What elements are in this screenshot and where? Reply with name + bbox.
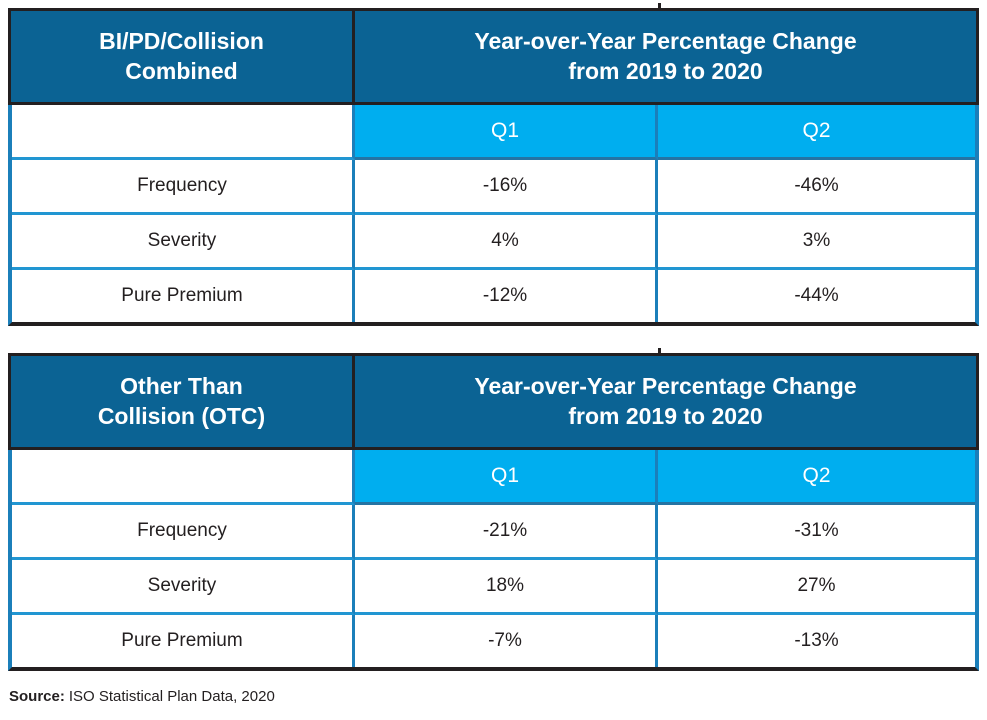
table-header-line2: from 2019 to 2020 (568, 402, 763, 429)
value-q2: -31% (658, 505, 975, 560)
column-header-q2: Q2 (658, 105, 975, 160)
subheader-empty-cell (12, 105, 355, 160)
row-label: Severity (12, 560, 355, 615)
table-body: Q1 Q2 Frequency -16% -46% Severity 4% 3%… (8, 105, 979, 326)
row-label: Severity (12, 215, 355, 270)
table-title: Other Than Collision (OTC) (11, 356, 355, 447)
table-header-line1: Year-over-Year Percentage Change (474, 373, 857, 400)
value-q2: -46% (658, 160, 975, 215)
table-bipd-collision-combined: BI/PD/Collision Combined Year-over-Year … (8, 3, 979, 326)
table-title-line2: Combined (125, 57, 238, 84)
row-label: Pure Premium (12, 615, 355, 667)
table-header: Year-over-Year Percentage Change from 20… (355, 11, 976, 102)
table-other-than-collision: Other Than Collision (OTC) Year-over-Yea… (8, 348, 979, 671)
table-row: Pure Premium -12% -44% (12, 270, 975, 322)
table-title-line2: Collision (OTC) (97, 402, 266, 429)
table-row: Frequency -16% -46% (12, 160, 975, 215)
column-header-q1: Q1 (355, 450, 658, 505)
table-title-line1: BI/PD/Collision (99, 28, 264, 55)
subheader-row: Q1 Q2 (12, 450, 975, 505)
table-header: Year-over-Year Percentage Change from 20… (355, 356, 976, 447)
value-q1: -21% (355, 505, 658, 560)
source-line: Source: ISO Statistical Plan Data, 2020 (8, 688, 979, 705)
row-label: Pure Premium (12, 270, 355, 322)
source-text: ISO Statistical Plan Data, 2020 (68, 688, 275, 705)
column-header-q2: Q2 (658, 450, 975, 505)
table-header-row: BI/PD/Collision Combined Year-over-Year … (8, 8, 979, 105)
column-divider-tick (658, 3, 661, 9)
table-title: BI/PD/Collision Combined (11, 11, 355, 102)
value-q1: 18% (355, 560, 658, 615)
value-q1: -16% (355, 160, 658, 215)
table-row: Severity 18% 27% (12, 560, 975, 615)
source-label: Source: (9, 688, 65, 705)
table-row: Pure Premium -7% -13% (12, 615, 975, 667)
column-divider-tick (658, 348, 661, 354)
row-label: Frequency (12, 160, 355, 215)
value-q2: 3% (658, 215, 975, 270)
column-header-q1: Q1 (355, 105, 658, 160)
value-q1: 4% (355, 215, 658, 270)
subheader-row: Q1 Q2 (12, 105, 975, 160)
value-q2: -44% (658, 270, 975, 322)
value-q2: -13% (658, 615, 975, 667)
subheader-empty-cell (12, 450, 355, 505)
table-title-line1: Other Than (120, 373, 243, 400)
value-q1: -7% (355, 615, 658, 667)
table-header-line1: Year-over-Year Percentage Change (474, 28, 857, 55)
value-q2: 27% (658, 560, 975, 615)
table-row: Severity 4% 3% (12, 215, 975, 270)
table-body: Q1 Q2 Frequency -21% -31% Severity 18% 2… (8, 450, 979, 671)
table-row: Frequency -21% -31% (12, 505, 975, 560)
value-q1: -12% (355, 270, 658, 322)
row-label: Frequency (12, 505, 355, 560)
table-header-row: Other Than Collision (OTC) Year-over-Yea… (8, 353, 979, 450)
table-header-line2: from 2019 to 2020 (568, 57, 763, 84)
